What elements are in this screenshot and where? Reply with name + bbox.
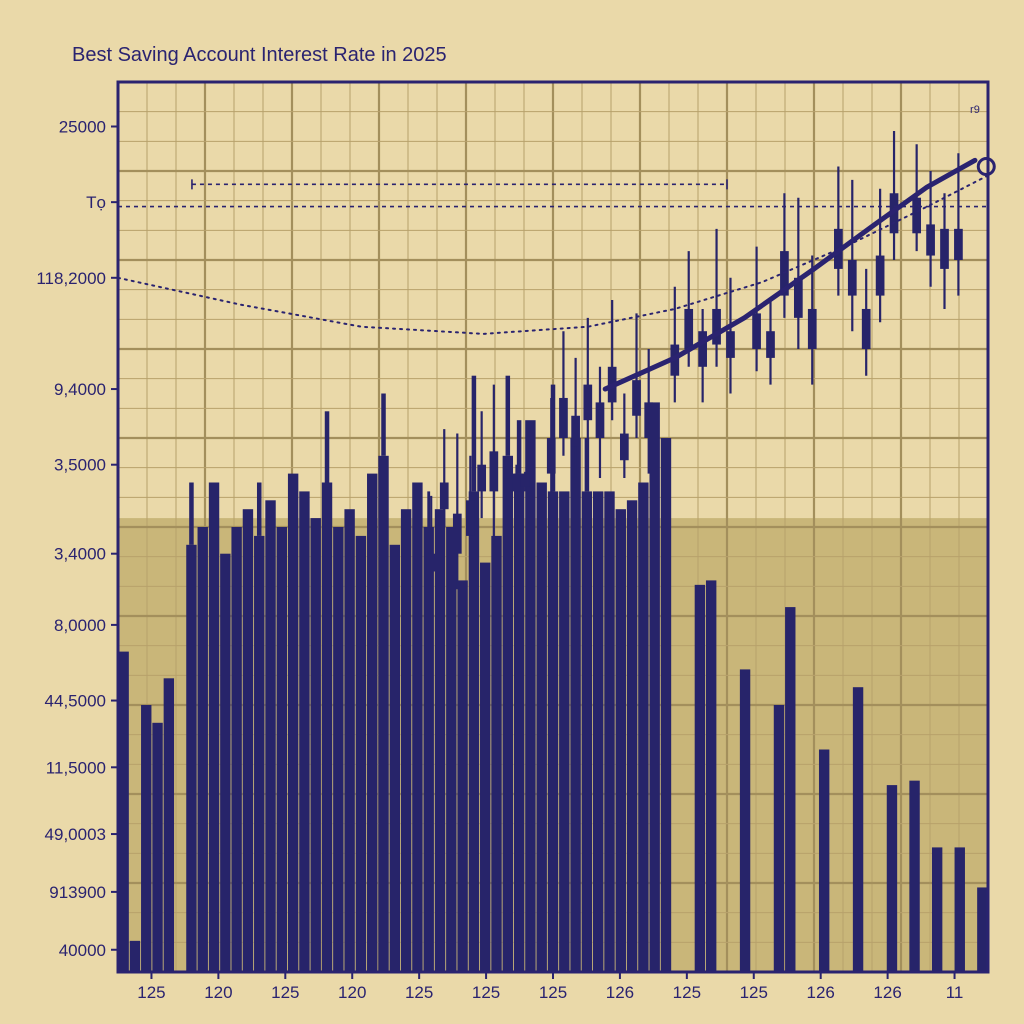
y-tick-label: 913900 bbox=[49, 883, 106, 902]
y-tick-label: 44,5000 bbox=[45, 692, 106, 711]
x-tick-label: 125 bbox=[539, 983, 567, 1002]
x-tick-label: 120 bbox=[204, 983, 232, 1002]
x-tick-label: 11 bbox=[946, 983, 964, 1002]
chart-page: Best Saving Account Interest Rate in 202… bbox=[0, 0, 1024, 1024]
x-tick-label: 125 bbox=[472, 983, 500, 1002]
chart-title: Best Saving Account Interest Rate in 202… bbox=[72, 44, 447, 67]
x-tick-label: 125 bbox=[137, 983, 165, 1002]
y-tick-label: 25000 bbox=[59, 118, 106, 137]
y-tick-label: 11,5000 bbox=[46, 758, 106, 777]
y-tick-label: 49,0003 bbox=[45, 825, 106, 844]
x-tick-label: 126 bbox=[873, 983, 901, 1002]
x-tick-label: 125 bbox=[271, 983, 299, 1002]
x-tick-label: 120 bbox=[338, 983, 366, 1002]
x-tick-label: 125 bbox=[405, 983, 433, 1002]
y-tick-label: 9,4000 bbox=[54, 380, 106, 399]
interest-rate-chart: 25000 Tọ 118,2000 9,4000 3,5000 3,4000 8,0000 4… bbox=[0, 0, 1024, 1024]
x-tick-label: 125 bbox=[673, 983, 701, 1002]
y-tick-label: 3,4000 bbox=[54, 545, 106, 564]
x-tick-label: 126 bbox=[606, 983, 634, 1002]
x-tick-label: 126 bbox=[807, 983, 835, 1002]
y-tick-label: 8,0000 bbox=[54, 616, 106, 635]
y-tick-label: Tọ bbox=[86, 193, 106, 212]
corner-annotation-icon: r9 bbox=[970, 104, 980, 116]
curve-end-marker-icon bbox=[978, 159, 994, 175]
y-tick-label: 3,5000 bbox=[54, 456, 106, 475]
y-tick-label: 40000 bbox=[59, 941, 106, 960]
y-tick-label: 118,2000 bbox=[36, 269, 106, 288]
x-tick-label: 125 bbox=[740, 983, 768, 1002]
